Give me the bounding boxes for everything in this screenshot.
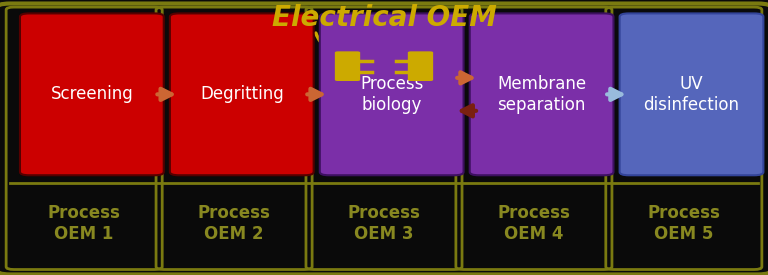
Text: Process
OEM 4: Process OEM 4 <box>498 204 571 243</box>
FancyBboxPatch shape <box>0 4 768 274</box>
FancyBboxPatch shape <box>620 13 763 175</box>
FancyBboxPatch shape <box>20 13 164 175</box>
Text: Process
biology: Process biology <box>360 75 423 114</box>
FancyBboxPatch shape <box>170 13 313 175</box>
Text: Screening: Screening <box>51 85 133 103</box>
FancyBboxPatch shape <box>335 51 360 81</box>
Text: Membrane
separation: Membrane separation <box>497 75 586 114</box>
FancyBboxPatch shape <box>319 13 464 175</box>
Text: Process
OEM 5: Process OEM 5 <box>647 204 720 243</box>
Text: UV
disinfection: UV disinfection <box>644 75 740 114</box>
FancyBboxPatch shape <box>470 13 614 175</box>
Text: Process
OEM 3: Process OEM 3 <box>348 204 420 243</box>
FancyBboxPatch shape <box>408 51 433 81</box>
Text: Degritting: Degritting <box>200 85 283 103</box>
Text: Process
OEM 2: Process OEM 2 <box>197 204 270 243</box>
Text: Electrical OEM: Electrical OEM <box>272 4 496 32</box>
Text: Process
OEM 1: Process OEM 1 <box>48 204 121 243</box>
